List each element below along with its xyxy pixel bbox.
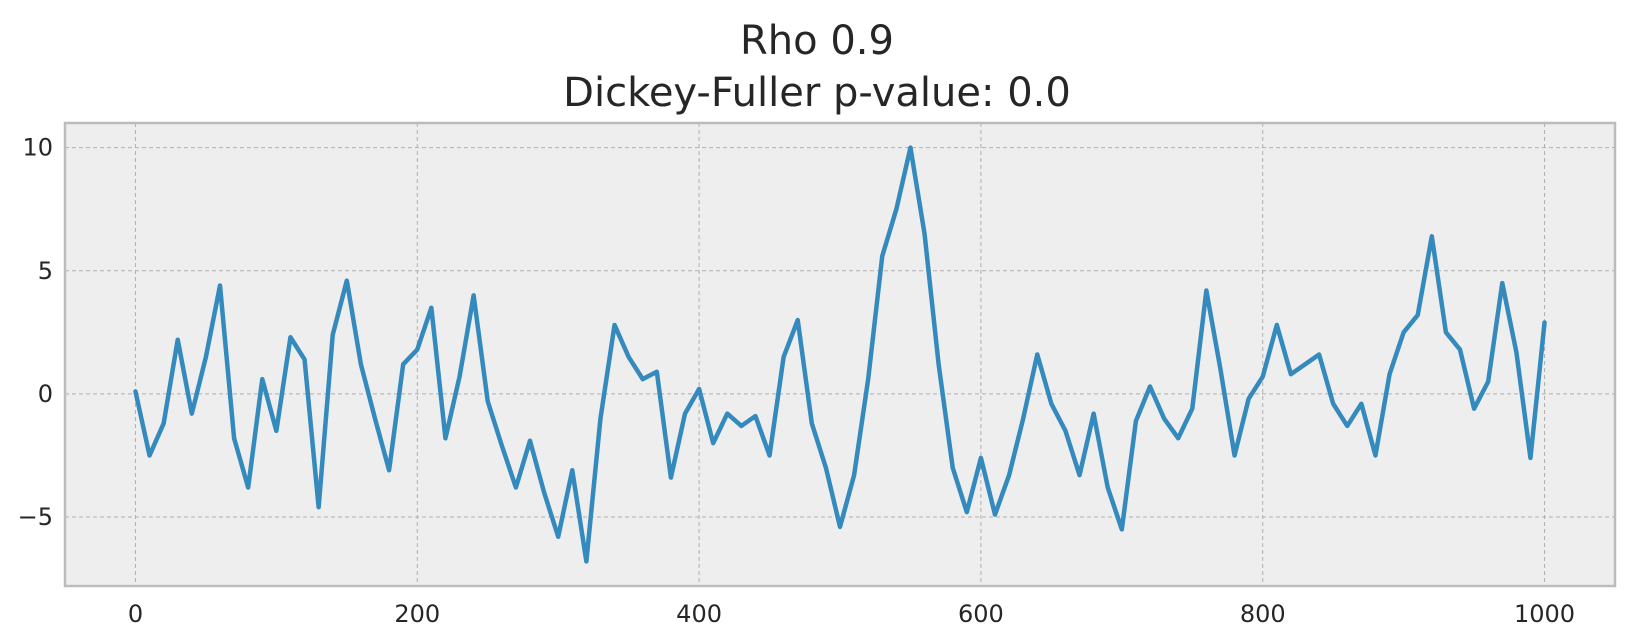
x-tick-label: 600 xyxy=(958,600,1004,628)
x-tick-label: 1000 xyxy=(1514,600,1575,628)
plot-area xyxy=(65,123,1615,586)
x-tick-label: 400 xyxy=(676,600,722,628)
y-tick-label: 0 xyxy=(38,380,53,408)
y-axis-tick-labels: −5 0 5 10 xyxy=(18,134,53,531)
chart-title-line-2: Dickey-Fuller p-value: 0.0 xyxy=(563,70,1071,116)
x-tick-label: 200 xyxy=(394,600,440,628)
y-tick-label: 10 xyxy=(22,134,53,162)
plot-frame xyxy=(63,121,1617,588)
x-gridlines xyxy=(134,123,1546,586)
x-tick-label: 800 xyxy=(1240,600,1286,628)
x-tick-label: 0 xyxy=(128,600,143,628)
y-tick-label: −5 xyxy=(18,503,53,531)
y-gridlines xyxy=(65,147,1615,518)
x-axis-tick-labels: 0 200 400 600 800 1000 xyxy=(128,600,1575,628)
series-line xyxy=(133,145,1547,564)
y-tick-label: 5 xyxy=(38,257,53,285)
chart-title-line-1: Rho 0.9 xyxy=(740,18,894,64)
